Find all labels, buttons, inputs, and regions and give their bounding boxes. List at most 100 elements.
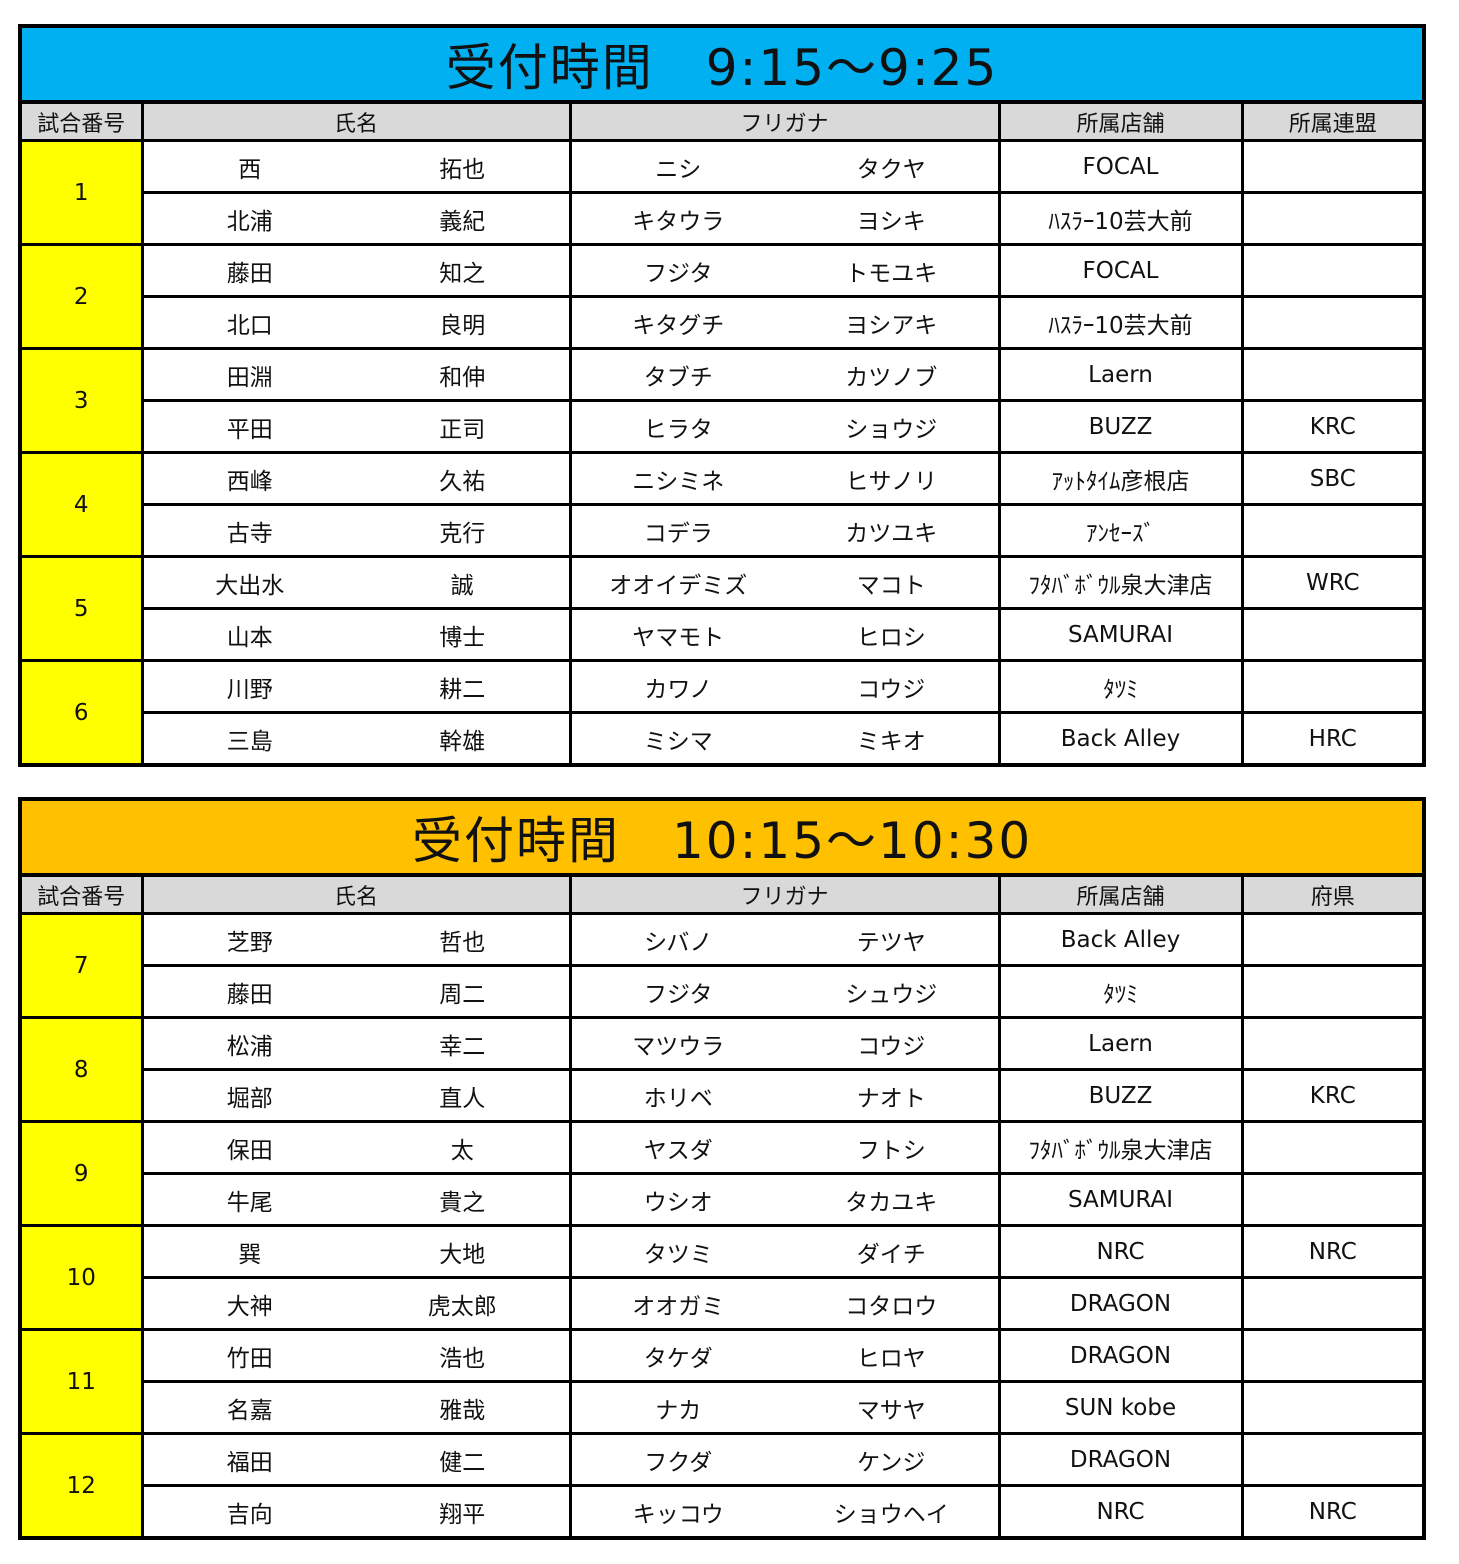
last-name: 名嘉 <box>140 1380 356 1435</box>
last-name-kana: オオイデミズ <box>568 555 785 610</box>
store: Back Alley <box>997 912 1244 967</box>
table-row: 北口 良明 キタグチ ヨシアキ ﾊｽﾗｰ10芸大前 <box>20 295 1426 350</box>
store: Laern <box>997 1016 1244 1071</box>
last-name-kana: シバノ <box>568 912 785 967</box>
affiliation <box>1240 1172 1426 1227</box>
schedule-table: 受付時間 9:15～9:25 試合番号 氏名 フリガナ 所属店舗 所属連盟 1 西拓也 ニシ タク… <box>17 24 1427 767</box>
last-name-kana: ヒラタ <box>568 399 785 454</box>
store: ﾊｽﾗｰ10芸大前 <box>997 295 1244 350</box>
last-name: 西峰 <box>140 451 356 506</box>
store: DRAGON <box>997 1276 1244 1331</box>
last-name-kana: ヤスダ <box>568 1120 785 1175</box>
last-name-kana: ウシオ <box>568 1172 785 1227</box>
table-row: 6 川野 耕二 カワノ コウジ ﾀﾂﾐ <box>18 659 1426 767</box>
store: ﾊｽﾗｰ10芸大前 <box>997 191 1244 246</box>
store: ﾌﾀﾊﾞﾎﾞｳﾙ泉大津店 <box>997 555 1244 610</box>
last-name-kana: ナカ <box>568 1380 785 1435</box>
last-name-kana: キタグチ <box>568 295 785 350</box>
affiliation <box>1240 1328 1426 1383</box>
last-name: 古寺 <box>140 503 356 558</box>
store: SAMURAI <box>997 607 1244 662</box>
affiliation: NRC <box>1240 1224 1426 1279</box>
first-name-kana: シュウジ <box>785 964 1001 1019</box>
table-row: 5 大出水誠オオイデミズ マコト ﾌﾀﾊﾞﾎﾞｳﾙ泉大津店 WRC <box>18 555 1426 662</box>
affiliation: SBC <box>1240 451 1426 506</box>
table-row: 大神 虎太郎 オオガミ コタロウ DRAGON <box>20 1276 1426 1331</box>
store: Back Alley <box>997 711 1244 767</box>
last-name-kana: タブチ <box>568 347 785 402</box>
store: FOCAL <box>997 139 1244 194</box>
first-name-kana: カツユキ <box>785 503 1001 558</box>
first-name: 正司 <box>356 399 572 454</box>
first-name: 耕二 <box>356 659 572 714</box>
store: DRAGON <box>997 1328 1244 1383</box>
table-row: 古寺 克行 コデラ カツユキ ｱﾝｾｰｽﾞ <box>20 503 1426 558</box>
affiliation: NRC <box>1240 1484 1426 1540</box>
table-row: 藤田 周二 フジタ シュウジ ﾀﾂﾐ <box>20 964 1426 1019</box>
store: Laern <box>997 347 1244 402</box>
match-number: 6 <box>18 659 144 767</box>
first-name-kana: ヒサノリ <box>785 451 1001 506</box>
last-name: 平田 <box>140 399 356 454</box>
last-name: 西 <box>140 139 356 194</box>
table-row: 2 藤田 知之 フジタ トモユキ FOCAL <box>18 243 1426 350</box>
header-name: 氏名 <box>140 873 572 915</box>
last-name-kana: ヤマモト <box>568 607 785 662</box>
last-name: 大出水 <box>140 555 356 610</box>
store: BUZZ <box>997 1068 1244 1123</box>
match-number: 3 <box>18 347 144 454</box>
match-number: 1 <box>18 139 144 246</box>
first-name-kana: カツノブ <box>785 347 1001 402</box>
match-number: 7 <box>18 912 144 1019</box>
last-name: 三島 <box>140 711 356 767</box>
last-name: 田淵 <box>140 347 356 402</box>
first-name: 誠 <box>356 555 572 610</box>
first-name: 克行 <box>356 503 572 558</box>
header-furigana: フリガナ <box>568 100 1001 142</box>
first-name-kana: ショウヘイ <box>785 1484 1001 1540</box>
store: NRC <box>997 1484 1244 1540</box>
last-name: 福田 <box>140 1432 356 1487</box>
first-name-kana: ケンジ <box>785 1432 1001 1487</box>
affiliation <box>1240 964 1426 1019</box>
affiliation: WRC <box>1240 555 1426 610</box>
store: ｱﾝｾｰｽﾞ <box>997 503 1244 558</box>
last-name: 巽 <box>140 1224 356 1279</box>
table-row: 4 西峰 久祐 ニシミネ ヒサノリ ｱｯﾄﾀｲﾑ彦根店 SBC <box>18 451 1426 558</box>
header-name: 氏名 <box>140 100 572 142</box>
header-match-number: 試合番号 <box>18 873 144 915</box>
first-name: 良明 <box>356 295 572 350</box>
match-number: 12 <box>18 1432 144 1540</box>
first-name: 幹雄 <box>356 711 572 767</box>
affiliation: KRC <box>1240 399 1426 454</box>
last-name-kana: キタウラ <box>568 191 785 246</box>
match-number: 9 <box>18 1120 144 1227</box>
store: SAMURAI <box>997 1172 1244 1227</box>
first-name-kana: ショウジ <box>785 399 1001 454</box>
last-name: 藤田 <box>140 964 356 1019</box>
last-name: 牛尾 <box>140 1172 356 1227</box>
first-name: 義紀 <box>356 191 572 246</box>
first-name: 雅哉 <box>356 1380 572 1435</box>
first-name: 久祐 <box>356 451 572 506</box>
first-name-kana: タクヤ <box>785 139 1001 194</box>
last-name-kana: マツウラ <box>568 1016 785 1071</box>
affiliation <box>1240 503 1426 558</box>
store: SUN kobe <box>997 1380 1244 1435</box>
last-name: 川野 <box>140 659 356 714</box>
header-store: 所属店舗 <box>997 873 1244 915</box>
last-name-kana: タツミ <box>568 1224 785 1279</box>
first-name-kana: ヒロシ <box>785 607 1001 662</box>
first-name-kana: トモユキ <box>785 243 1001 298</box>
table-row: 1 西拓也 ニシ タクヤ FOCAL <box>18 139 1426 246</box>
store: ｱｯﾄﾀｲﾑ彦根店 <box>997 451 1244 506</box>
store: ﾌﾀﾊﾞﾎﾞｳﾙ泉大津店 <box>997 1120 1244 1175</box>
first-name: 和伸 <box>356 347 572 402</box>
table-row: 7 芝野 哲也 シバノ テツヤ Back Alley <box>18 912 1426 1019</box>
table-row: 三島 幹雄 ミシマ ミキオ Back Alley HRC <box>20 711 1426 767</box>
last-name: 松浦 <box>140 1016 356 1071</box>
match-number: 8 <box>18 1016 144 1123</box>
match-number: 4 <box>18 451 144 558</box>
first-name-kana: ヨシキ <box>785 191 1001 246</box>
last-name-kana: ホリベ <box>568 1068 785 1123</box>
